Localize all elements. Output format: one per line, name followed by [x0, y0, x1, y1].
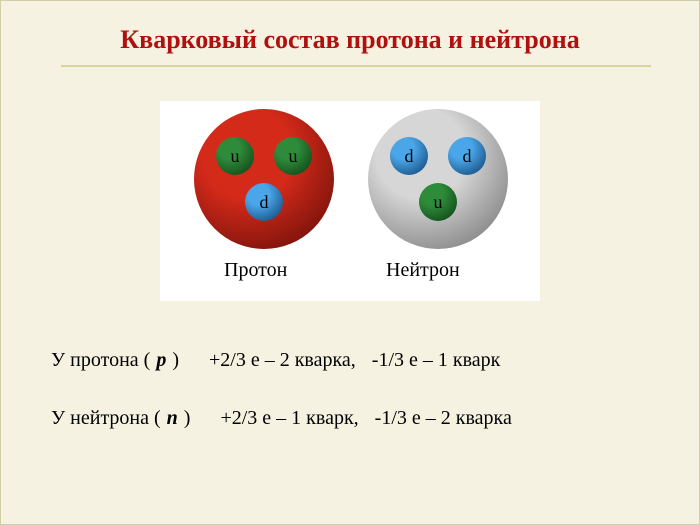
- formula-block: У протона ( p ) +2/3 е – 2 кварка, -1/3 …: [51, 345, 649, 433]
- quark-diagram: uudПротонdduНейтрон: [160, 101, 540, 301]
- title-block: Кварковый состав протона и нейтрона: [1, 1, 699, 55]
- neutron-symbol: n: [167, 403, 178, 433]
- quark-d-icon: d: [448, 137, 486, 175]
- formula-neutron-close: ): [184, 403, 191, 433]
- formula-neutron-part1: +2/3 е – 1 кварк,: [220, 403, 358, 433]
- quark-u-icon: u: [419, 183, 457, 221]
- formula-neutron: У нейтрона ( n ) +2/3 е – 1 кварк, -1/3 …: [51, 403, 649, 433]
- formula-neutron-part2: -1/3 е – 2 кварка: [375, 403, 512, 433]
- proton-symbol: p: [156, 345, 166, 375]
- formula-proton-lead: У протона (: [51, 345, 150, 375]
- page-title: Кварковый состав протона и нейтрона: [41, 25, 659, 55]
- title-underline: [61, 65, 651, 67]
- proton-label: Протон: [224, 259, 287, 282]
- quark-d-icon: d: [245, 183, 283, 221]
- neutron-label: Нейтрон: [386, 259, 460, 282]
- formula-proton-close: ): [172, 345, 179, 375]
- quark-u-icon: u: [274, 137, 312, 175]
- formula-proton-part1: +2/3 е – 2 кварка,: [209, 345, 356, 375]
- neutron-sphere: ddu: [368, 109, 508, 249]
- quark-u-icon: u: [216, 137, 254, 175]
- formula-neutron-lead: У нейтрона (: [51, 403, 161, 433]
- quark-d-icon: d: [390, 137, 428, 175]
- proton-sphere: uud: [194, 109, 334, 249]
- formula-proton-part2: -1/3 е – 1 кварк: [372, 345, 501, 375]
- formula-proton: У протона ( p ) +2/3 е – 2 кварка, -1/3 …: [51, 345, 649, 375]
